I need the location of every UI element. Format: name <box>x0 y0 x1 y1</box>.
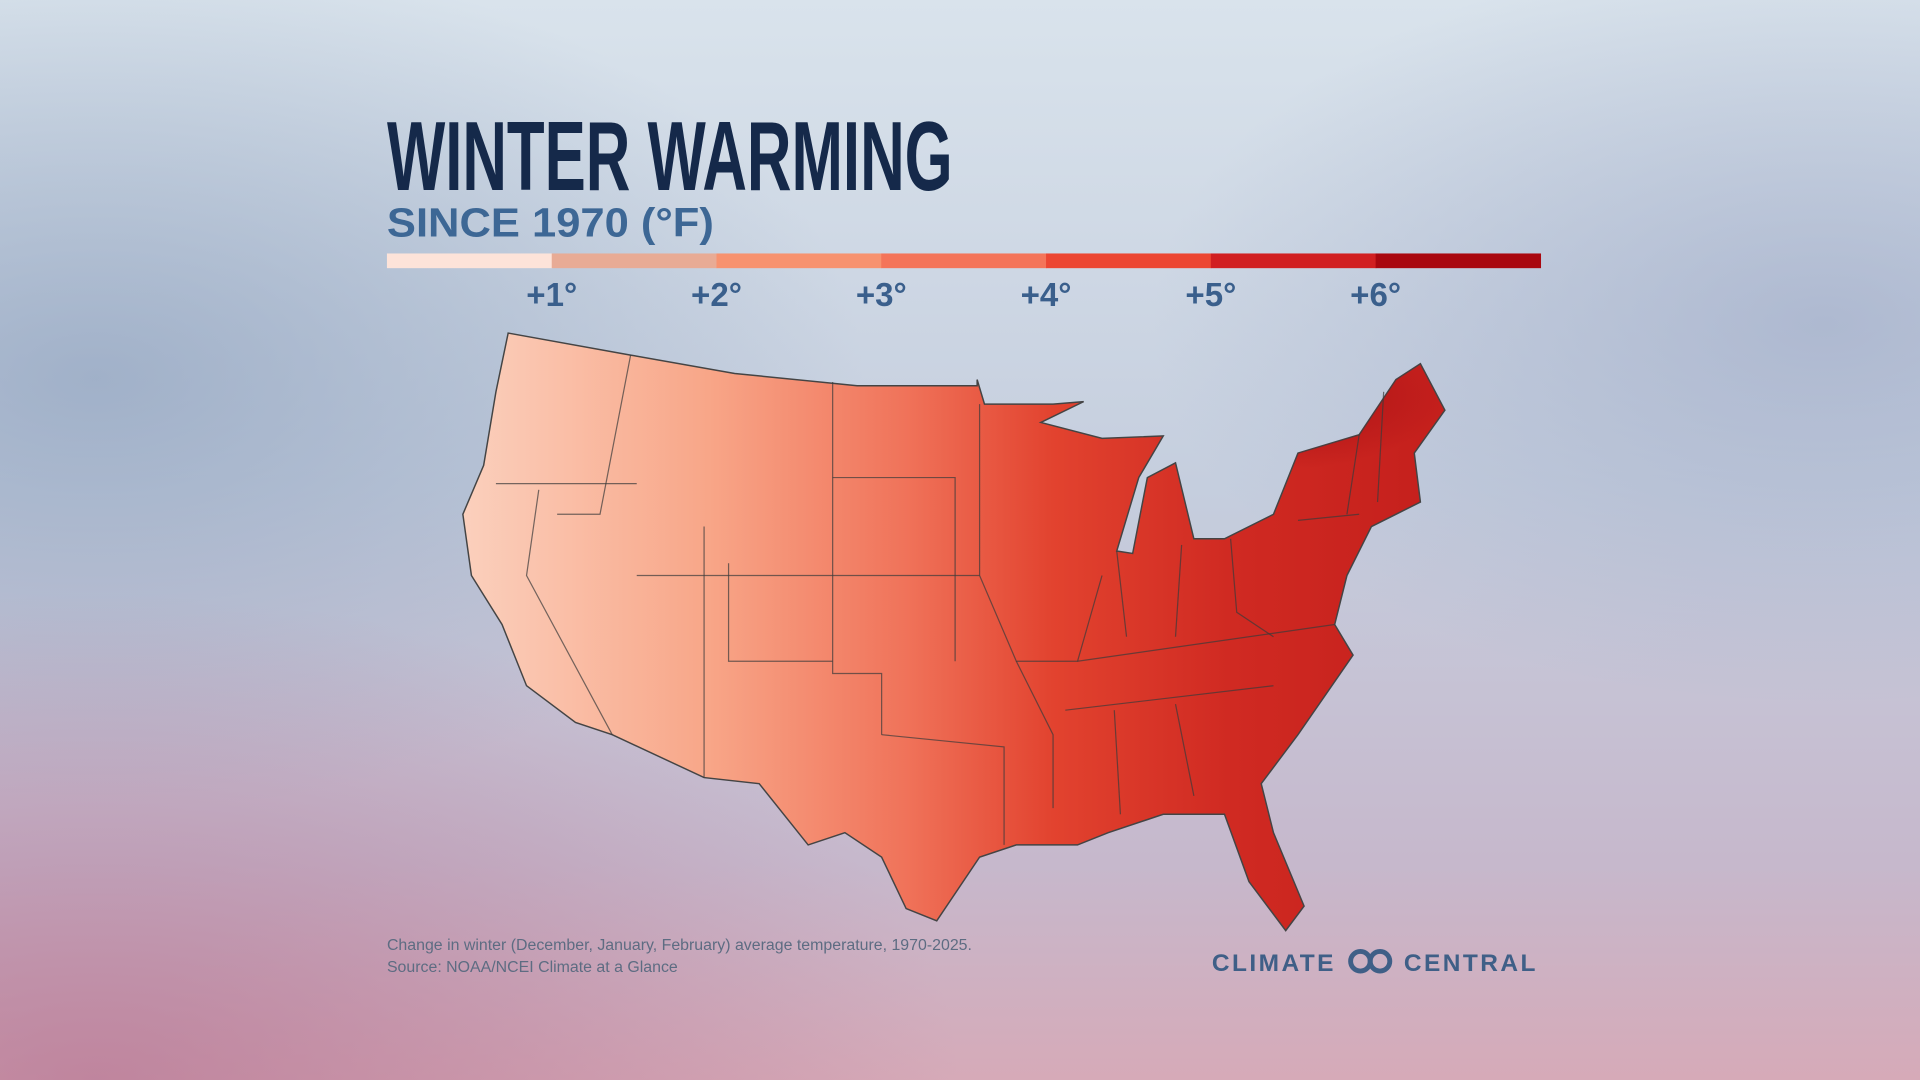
legend-swatch <box>1046 253 1212 269</box>
legend-tick-label: +3° <box>856 277 907 314</box>
caption: Source: NOAA/NCEI Climate at a Glance <box>387 959 678 976</box>
logo-text: CENTRAL <box>1404 950 1538 977</box>
us-map <box>462 332 1446 932</box>
logo: CLIMATE CENTRAL <box>1212 948 1538 977</box>
legend-swatch <box>551 253 718 269</box>
legend-tick-label: +5° <box>1185 277 1236 314</box>
title: WINTER WARMING <box>387 101 953 211</box>
subtitle: SINCE 1970 (°F) <box>387 199 714 245</box>
legend-tick-label: +4° <box>1021 277 1072 314</box>
legend-swatch <box>881 253 1047 269</box>
legend-swatch <box>716 253 882 269</box>
legend: +1° +2° +3° +4° +5° +6° <box>386 253 1542 314</box>
legend-tick-label: +6° <box>1350 277 1401 314</box>
state-lines <box>495 354 1385 845</box>
map-shading <box>977 363 1445 576</box>
logo-icon <box>1367 948 1393 974</box>
caption: Change in winter (December, January, Feb… <box>387 937 972 954</box>
legend-swatch <box>1375 253 1542 269</box>
legend-tick-label: +1° <box>526 277 577 314</box>
logo-text: CLIMATE <box>1212 950 1336 977</box>
legend-swatch <box>1210 253 1377 269</box>
legend-swatch <box>386 253 553 269</box>
legend-tick-label: +2° <box>691 277 742 314</box>
